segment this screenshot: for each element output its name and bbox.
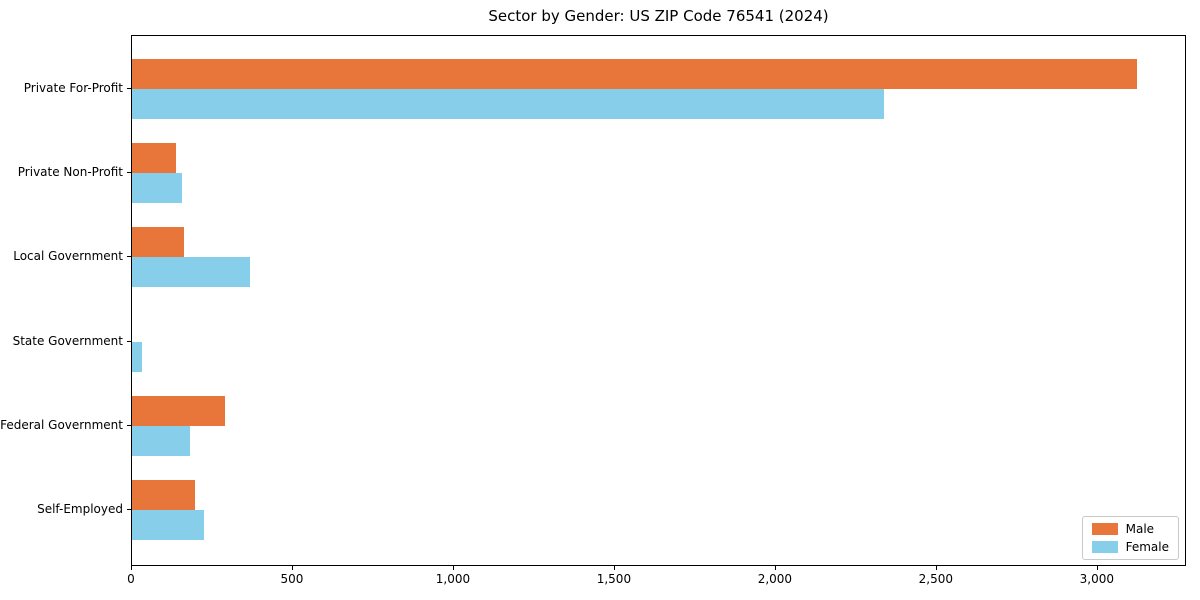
legend-swatch-female [1091,541,1118,553]
legend: Male Female [1081,516,1179,560]
x-tick-label-2-000: 2,000 [757,572,793,586]
x-tick-label-3-000: 3,000 [1079,572,1114,586]
plot-area: Male Female [131,35,1186,566]
legend-swatch-male [1091,523,1118,535]
legend-label-female: Female [1125,540,1169,554]
legend-item-male: Male [1091,522,1169,536]
bar-female-private-non-profit [132,173,182,204]
chart-title: Sector by Gender: US ZIP Code 76541 (202… [488,7,829,25]
x-tick-mark [935,566,937,570]
bar-male-federal-government [132,395,226,426]
y-tick-label-self-employed: Self-Employed [37,502,123,516]
bar-male-local-government [132,227,184,258]
x-tick-mark [131,566,132,570]
bar-female-state-government [132,341,142,372]
y-tick-label-federal-government: Federal Government [0,417,123,432]
y-tick-mark [127,509,131,510]
y-tick-label-state-government: State Government [12,333,123,348]
x-tick-label-500: 500 [280,572,304,586]
x-tick-label-2-500: 2,500 [918,572,954,586]
legend-label-male: Male [1125,522,1155,536]
bar-male-self-employed [132,480,195,510]
y-tick-label-private-non-profit: Private Non-Profit [17,165,123,180]
bar-female-federal-government [132,425,190,456]
x-tick-mark [452,566,454,570]
x-tick-mark [613,566,615,570]
x-tick-mark [774,566,776,570]
x-tick-label-1-000: 1,000 [435,572,471,586]
y-tick-mark [127,256,131,258]
x-tick-mark [1096,566,1098,570]
y-tick-mark [127,172,131,174]
y-tick-label-private-for-profit: Private For-Profit [23,81,123,95]
bar-female-private-for-profit [132,89,884,119]
x-tick-label-0: 0 [127,572,135,586]
y-tick-mark [127,88,131,89]
bar-female-local-government [132,257,250,288]
legend-item-female: Female [1091,540,1169,554]
x-tick-label-1-500: 1,500 [596,572,632,586]
y-tick-label-local-government: Local Government [13,249,123,264]
y-tick-mark [127,424,131,426]
bar-male-private-non-profit [132,143,176,174]
y-tick-mark [127,340,131,342]
bar-female-self-employed [132,510,205,540]
x-tick-mark [291,566,293,570]
bar-male-private-for-profit [132,59,1137,89]
